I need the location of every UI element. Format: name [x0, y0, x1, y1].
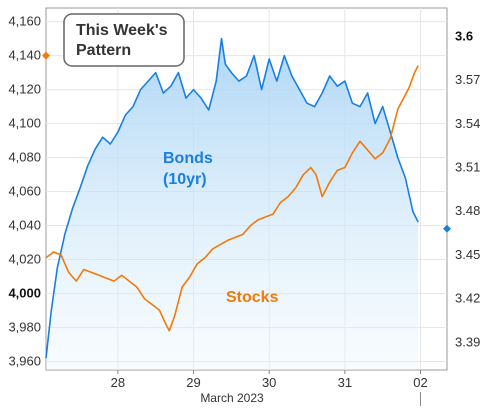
y-left-tick-label: 4,080	[8, 150, 41, 165]
endpoint-marker-0	[42, 51, 50, 60]
y-left-tick-label: 4,000	[8, 286, 41, 301]
stocks-series-label: Stocks	[226, 289, 279, 306]
y-left-tick-label: 4,120	[8, 82, 41, 97]
bonds-series-label-sub: (10yr)	[163, 171, 207, 188]
y-right-tick-label: 3.42	[455, 291, 480, 306]
series-area-0	[46, 38, 419, 370]
chart-title-line-1: This Week's	[76, 22, 168, 39]
y-right-tick-label: 3.48	[455, 203, 480, 218]
y-right-tick-label: 3.39	[455, 334, 480, 349]
y-left-tick-label: 4,060	[8, 184, 41, 199]
x-tick-label: 30	[262, 375, 276, 390]
y-right-tick-label: 3.54	[455, 116, 480, 131]
x-tick-label: 02	[413, 375, 427, 390]
y-left-tick-label: 4,160	[8, 14, 41, 29]
x-axis: 28 29 30 31 02	[111, 370, 428, 406]
endpoint-marker-1	[443, 224, 451, 233]
y-right-tick-label: 3.45	[455, 247, 480, 262]
y-left-tick-label: 4,020	[8, 252, 41, 267]
x-tick-label: 31	[338, 375, 352, 390]
title-box: This Week's Pattern	[63, 13, 185, 67]
x-tick-label: 29	[186, 375, 200, 390]
y-axis-left: 4,160 4,140 4,120 4,100 4,080 4,060 4,040 4,020…	[8, 14, 41, 369]
y-left-tick-label: 4,140	[8, 48, 41, 63]
bonds-series-label: Bonds	[163, 150, 213, 167]
y-left-tick-label: 4,100	[8, 116, 41, 131]
y-axis-right: 3.6 3.57 3.54 3.51 3.48 3.45 3.42 3.39	[455, 28, 480, 349]
series-lines	[45, 37, 419, 359]
y-right-tick-label: 3.6	[455, 28, 473, 43]
y-left-tick-label: 4,040	[8, 218, 41, 233]
x-axis-label: March 2023	[200, 391, 264, 405]
x-tick-label: 28	[111, 375, 125, 390]
series-line-0	[45, 37, 419, 359]
series-line-1	[45, 65, 419, 332]
y-left-tick-label: 3,980	[8, 320, 41, 335]
y-right-tick-label: 3.57	[455, 72, 480, 87]
chart-title-line-2: Pattern	[76, 42, 131, 59]
y-left-tick-label: 3,960	[8, 354, 41, 369]
endpoint-markers	[42, 51, 451, 233]
bonds-area	[46, 38, 419, 370]
y-right-tick-label: 3.51	[455, 160, 480, 175]
